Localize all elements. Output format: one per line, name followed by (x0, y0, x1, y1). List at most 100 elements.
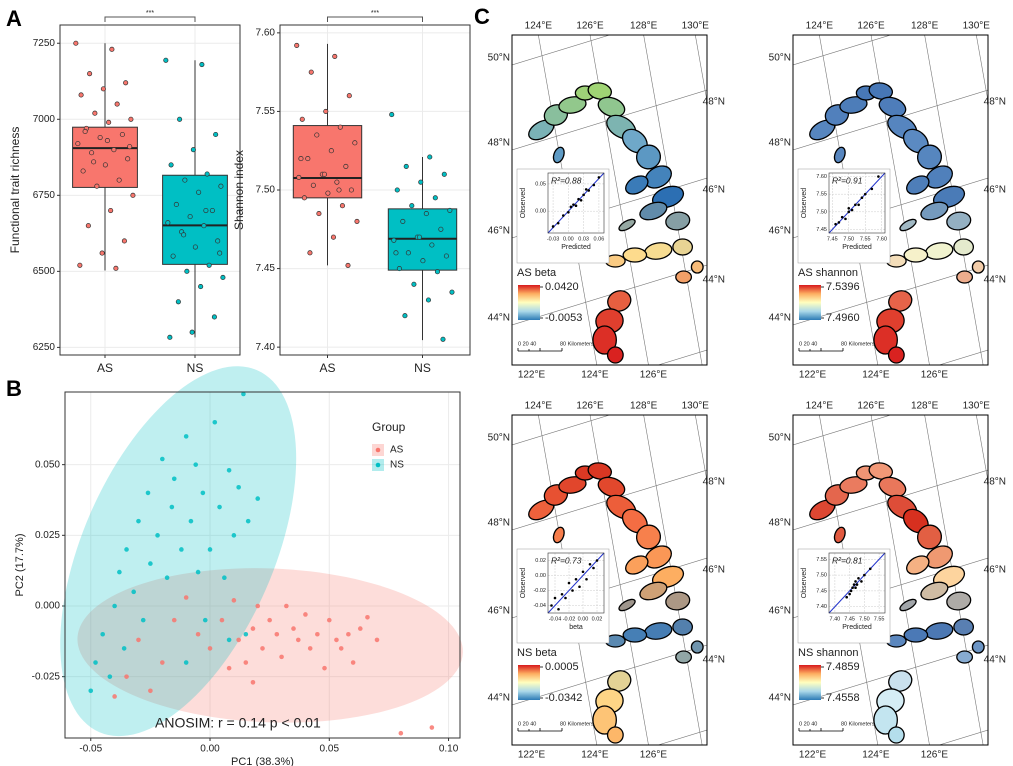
point (255, 496, 261, 501)
region (888, 670, 913, 692)
lon-label: 124°E (806, 21, 834, 32)
point (168, 162, 174, 168)
region (618, 598, 636, 612)
point (834, 222, 837, 226)
point (322, 665, 327, 671)
lon-label: 130°E (963, 21, 991, 32)
graticule (512, 35, 611, 66)
legend-max: 0.0005 (545, 661, 579, 673)
point (334, 179, 340, 185)
r2-label: R²=0.88 (551, 175, 582, 185)
point (177, 116, 183, 122)
region (552, 526, 565, 544)
point (121, 238, 127, 244)
graticule (938, 729, 988, 745)
lat-label: 48°N (488, 518, 510, 529)
lat-label: 48°N (488, 138, 510, 149)
point (374, 637, 380, 643)
point (847, 210, 851, 214)
point (163, 57, 169, 63)
point (73, 40, 79, 46)
point (346, 631, 351, 637)
point (423, 211, 429, 217)
panel-background (65, 392, 460, 738)
lon-label: 124°E (806, 401, 834, 412)
x-axis-label: beta (569, 624, 583, 631)
point (198, 284, 204, 290)
region (920, 201, 949, 221)
point (303, 612, 308, 617)
region (558, 96, 587, 114)
point (585, 577, 588, 581)
region (899, 218, 917, 232)
lon-label: 126°E (921, 750, 949, 761)
x-tick-label: NS (187, 361, 204, 375)
point (343, 163, 349, 169)
lat-label: 44°N (488, 693, 510, 704)
y-tick-label: 7.60 (256, 27, 276, 38)
point (551, 225, 555, 228)
point (111, 147, 117, 153)
x-tick-label: 0.00 (563, 236, 574, 242)
x-axis-label: PC1 (38.3%) (231, 756, 294, 766)
region (592, 705, 617, 735)
region (639, 201, 668, 221)
region (625, 175, 649, 195)
graticule (793, 35, 892, 66)
region (690, 260, 704, 274)
point (136, 637, 141, 643)
significance-label: *** (146, 10, 154, 17)
point (595, 559, 599, 562)
point (165, 220, 171, 226)
point (569, 205, 573, 209)
legend-title: AS beta (517, 267, 557, 279)
point (107, 674, 113, 679)
lon-label: 128°E (911, 21, 939, 32)
point (400, 218, 406, 224)
point (183, 660, 189, 665)
x-tick-label: AS (319, 361, 335, 375)
point (226, 665, 232, 671)
point (140, 617, 146, 623)
point (316, 211, 322, 217)
point (171, 476, 177, 482)
lat-label: 48°N (703, 97, 725, 108)
point (183, 595, 189, 600)
y-axis-label: Observed (801, 188, 808, 218)
x-tick-label: -0.04 (549, 616, 562, 622)
point (338, 646, 344, 651)
point (92, 110, 98, 116)
point (207, 547, 213, 552)
map-frame (511, 414, 708, 746)
y-tick-label: 6500 (33, 266, 56, 277)
legend-gradient (518, 665, 540, 700)
point (117, 569, 122, 575)
point (88, 688, 94, 694)
lon-label: 122°E (518, 750, 546, 761)
graticule (793, 415, 892, 446)
point (584, 188, 588, 191)
point (582, 193, 585, 197)
point (588, 562, 592, 566)
point (128, 116, 134, 122)
panel-label: A (6, 6, 22, 31)
point (411, 281, 417, 287)
point (294, 42, 300, 48)
point (220, 274, 226, 280)
point (852, 583, 856, 586)
region (888, 290, 913, 312)
region (956, 650, 974, 664)
point (123, 80, 129, 86)
legend-max: 7.4859 (826, 661, 860, 673)
y-tick-label: 7.50 (816, 573, 827, 579)
confidence-ellipse (60, 366, 297, 737)
map-frame (511, 34, 708, 366)
y-axis-label: PC2 (17.7%) (14, 534, 26, 597)
point (112, 694, 117, 699)
lat-label: 46°N (984, 185, 1006, 196)
point (860, 196, 864, 200)
point (189, 329, 195, 335)
x-tick-label: 7.55 (874, 616, 885, 622)
point (854, 586, 857, 590)
